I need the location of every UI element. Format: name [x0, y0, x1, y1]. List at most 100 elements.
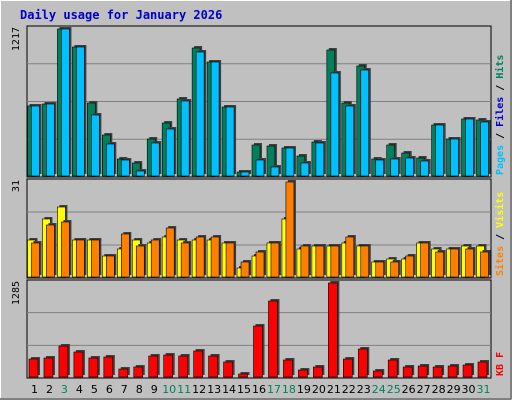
bar-face	[345, 105, 355, 177]
bar-face	[76, 239, 85, 278]
legend-entry: Hits	[494, 55, 506, 79]
bar-face	[420, 160, 429, 177]
bar-face	[135, 170, 145, 177]
bar-face	[133, 366, 144, 378]
bar-face	[357, 348, 368, 378]
bar-face	[61, 221, 70, 278]
x-tick-day-15: 15	[237, 383, 251, 396]
bar-face	[120, 233, 130, 278]
bar-kb-f-day-20	[313, 365, 325, 378]
x-tick-day-18: 18	[282, 383, 296, 396]
bar-face	[477, 361, 488, 378]
bar-files-day-21	[330, 71, 341, 177]
bar-shadow	[240, 372, 250, 375]
y-axis-max-label: 1285	[11, 281, 22, 305]
x-tick-day-10: 10	[162, 383, 176, 396]
bar-face	[240, 171, 250, 177]
bar-face	[345, 236, 355, 278]
bar-files-day-31	[480, 120, 491, 177]
x-tick-day-24: 24	[372, 383, 386, 396]
bar-face	[225, 242, 235, 278]
bar-face	[180, 242, 190, 278]
bar-face	[61, 28, 70, 177]
bar-kb-f-day-4	[73, 350, 85, 378]
legend-entry: Pages	[495, 145, 506, 175]
bar-sites-day-5	[91, 238, 102, 278]
x-tick-day-31: 31	[477, 383, 491, 396]
bar-face	[390, 261, 400, 278]
bar-face	[435, 251, 444, 278]
bar-files-day-28	[435, 123, 446, 177]
x-tick-day-14: 14	[222, 383, 236, 396]
x-tick-day-3: 3	[61, 383, 68, 396]
bar-face	[417, 365, 428, 378]
bar-face	[165, 227, 175, 278]
bar-files-day-30	[465, 117, 476, 177]
bar-sites-day-2	[46, 223, 57, 278]
bar-face	[238, 373, 248, 378]
bar-face	[43, 357, 54, 378]
bar-face	[315, 245, 325, 278]
panel-hits-files-pages: 1217 Pages / Files / Hits	[11, 25, 506, 178]
legend-entry: /	[495, 127, 506, 145]
x-tick-day-28: 28	[432, 383, 446, 396]
bar-face	[270, 242, 280, 278]
x-tick-day-27: 27	[417, 383, 431, 396]
x-axis-day-labels: 1 2 3 4 5 6 7 8 9 10 11 12 13 14 15 16 17 18 19 20 21 22 23 24 2…	[31, 383, 491, 396]
bar-face	[135, 245, 145, 278]
bar-face	[91, 114, 100, 177]
bar-face	[330, 245, 340, 278]
bar-sites-day-7	[120, 232, 132, 278]
bar-face	[285, 147, 295, 177]
bar-face	[58, 345, 69, 378]
bar-face	[300, 245, 310, 278]
bar-kb-f-day-22	[343, 357, 355, 378]
bar-face	[313, 366, 323, 378]
x-tick-day-26: 26	[402, 383, 416, 396]
bar-face	[450, 248, 459, 278]
legend-entry: KB	[495, 364, 506, 376]
bar-files-day-18	[285, 146, 296, 177]
bar-sites-day-25	[390, 260, 401, 278]
bar-face	[268, 300, 278, 378]
bar-face	[195, 51, 205, 177]
y-axis-max-label: 1217	[11, 27, 22, 51]
bar-files-day-23	[360, 68, 371, 177]
x-tick-day-21: 21	[327, 383, 341, 396]
bar-face	[178, 355, 188, 378]
bar-face	[298, 369, 308, 378]
bar-files-day-26	[405, 156, 416, 177]
bar-files-day-9	[150, 141, 162, 177]
bar-files-day-16	[255, 158, 266, 177]
bar-files-day-13	[210, 60, 222, 177]
bar-face	[375, 159, 385, 177]
bar-face	[91, 239, 100, 278]
bar-sites-day-17	[270, 241, 281, 278]
x-tick-day-22: 22	[342, 383, 356, 396]
bar-kb-f-day-7	[118, 367, 130, 378]
bar-files-day-8	[135, 169, 147, 177]
bar-sites-day-16	[255, 250, 266, 278]
bar-face	[240, 261, 250, 278]
bar-face	[462, 364, 473, 378]
bar-face	[46, 103, 55, 177]
bar-sites-day-18	[285, 180, 296, 278]
bar-kb-f-day-2	[43, 356, 55, 378]
x-tick-day-6: 6	[106, 383, 113, 396]
bar-sites-day-31	[480, 250, 491, 278]
bar-face	[405, 157, 414, 177]
x-tick-day-23: 23	[357, 383, 371, 396]
bar-sites-day-24	[375, 260, 386, 278]
bar-face	[225, 106, 235, 177]
bar-files-day-5	[91, 113, 102, 177]
legend-hits-files-pages: Pages / Files / Hits	[494, 55, 506, 175]
bar-face	[402, 366, 413, 378]
x-tick-day-1: 1	[31, 383, 38, 396]
bar-face	[180, 100, 190, 177]
bars-hits-files-pages	[27, 27, 491, 177]
bar-face	[480, 121, 489, 177]
bar-face	[46, 224, 55, 278]
bar-face	[150, 239, 160, 278]
bar-face	[420, 242, 429, 278]
